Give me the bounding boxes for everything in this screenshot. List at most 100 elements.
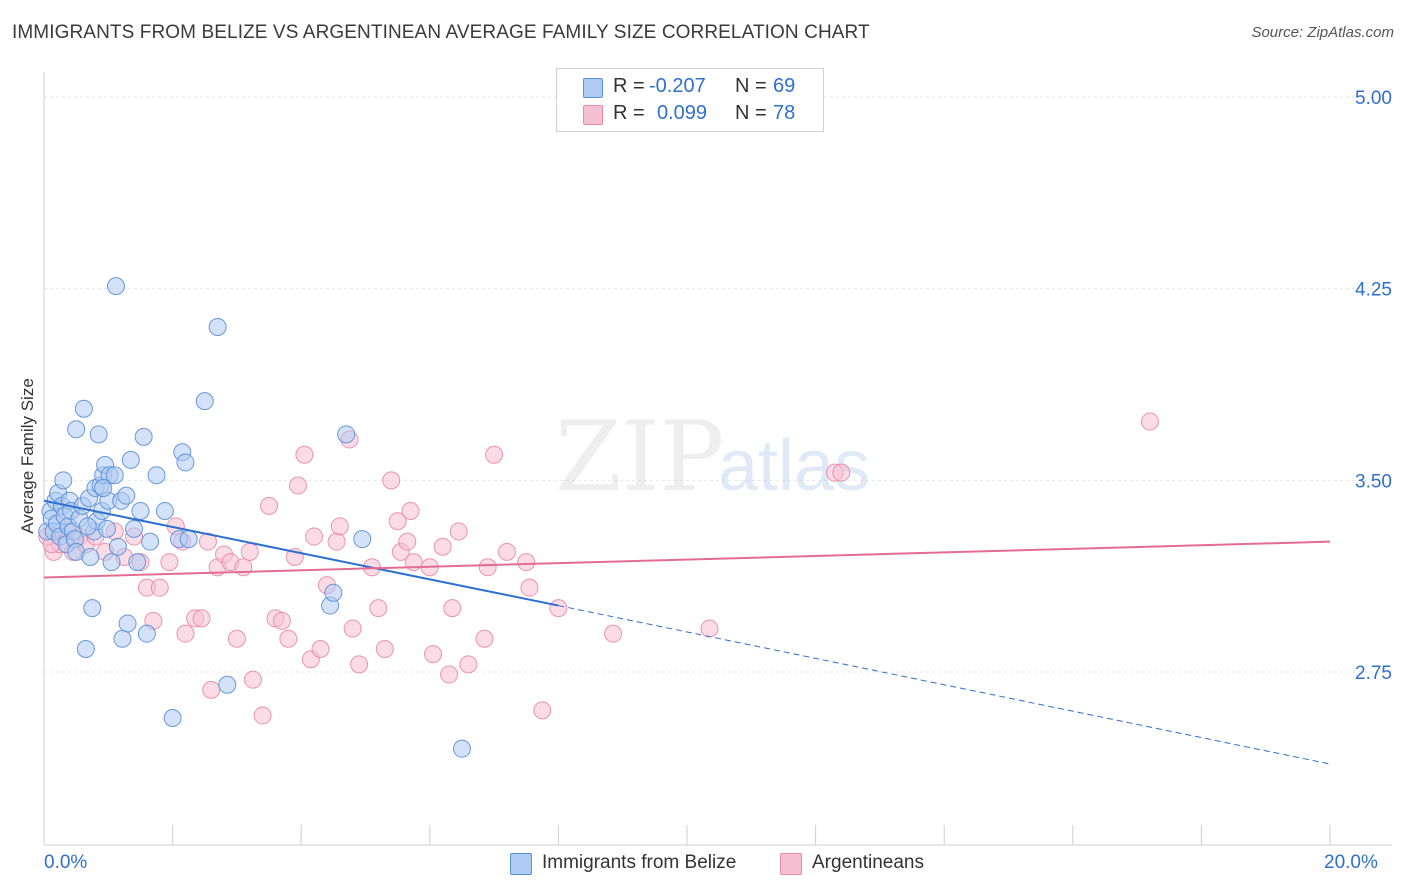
belize-point (353, 530, 372, 549)
argentineans-point (401, 502, 420, 520)
y-tick-label: 5.00 (1355, 88, 1392, 109)
argentineans-point (398, 532, 417, 551)
belize-point (67, 420, 86, 439)
belize-point (337, 425, 356, 444)
argentineans-point (1140, 412, 1159, 431)
argentineans-trend-line (43, 540, 1331, 579)
belize-point (108, 537, 127, 556)
belize-point (137, 624, 156, 643)
belize-point (208, 318, 227, 336)
axes (43, 72, 1392, 846)
r-label: R = (613, 102, 645, 124)
argentineans-point (604, 624, 623, 643)
belize-point (452, 739, 471, 758)
argentineans-point (350, 655, 369, 674)
argentineans-point (279, 629, 298, 648)
belize-point (176, 453, 195, 472)
argentineans-point (243, 670, 262, 689)
argentineans-point (382, 471, 401, 490)
belize-point (131, 502, 150, 520)
r-label: R = (613, 75, 645, 97)
belize-point (195, 392, 214, 411)
argentineans-point (520, 578, 539, 597)
argentineans-point (832, 463, 851, 482)
belize-swatch (583, 78, 603, 98)
belize-point (94, 479, 113, 497)
belize-point (76, 640, 95, 658)
argentineans-point (459, 655, 478, 674)
chart-title: IMMIGRANTS FROM BELIZE VS ARGENTINEAN AV… (12, 22, 870, 43)
argentineans-point (433, 537, 452, 556)
belize-point (98, 519, 117, 538)
watermark-zip: ZIP (555, 401, 724, 513)
argentineans-point (192, 609, 211, 628)
y-tick-label: 4.25 (1355, 280, 1392, 301)
argentineans-point (449, 522, 468, 541)
belize-point (155, 502, 174, 520)
stats-box: R = -0.207 N = 69 R = 0.099 N = 78 (556, 68, 824, 132)
argentineans-point (160, 553, 179, 572)
argentineans-point (330, 517, 349, 536)
belize-point (128, 553, 147, 572)
argentineans-point (150, 578, 169, 597)
argentineans-point (440, 665, 459, 684)
stats-row-belize: R = -0.207 N = 69 (557, 75, 823, 99)
argentineans-point (443, 599, 462, 618)
belize-points (38, 277, 471, 758)
argentineans-point (288, 476, 307, 495)
argentineans-point (272, 611, 291, 630)
argentineans-point (305, 527, 324, 546)
argentineans-point (176, 624, 195, 643)
y-tick-labels: 2.75 3.50 4.25 5.00 (1355, 88, 1392, 684)
belize-point (105, 466, 124, 485)
belize-point (74, 399, 93, 418)
belize-point (141, 532, 160, 551)
argentineans-swatch (583, 105, 603, 125)
legend-swatch-argentineans (780, 853, 802, 875)
source-credit: Source: ZipAtlas.com (1251, 24, 1394, 41)
belize-trend-line (43, 499, 559, 607)
belize-point (113, 629, 132, 648)
belize-point (89, 425, 108, 444)
x-tick-label-min: 0.0% (44, 852, 88, 873)
n-value: 69 (773, 75, 796, 97)
belize-point (163, 709, 182, 727)
x-tick-label-max: 20.0% (1324, 852, 1378, 873)
legend-label-belize: Immigrants from Belize (542, 852, 737, 873)
belize-point (102, 553, 121, 572)
n-label: N = (735, 75, 767, 97)
belize-point (54, 471, 73, 490)
belize-point (81, 548, 100, 566)
argentineans-point (485, 445, 504, 464)
stats-row-argentineans: R = 0.099 N = 78 (557, 102, 823, 126)
n-label: N = (735, 102, 767, 124)
argentineans-point (549, 599, 568, 618)
belize-point (324, 583, 343, 602)
argentineans-point (497, 542, 516, 561)
belize-point (147, 466, 166, 485)
belize-point (118, 614, 137, 633)
belize-trend-extension (558, 605, 1331, 765)
belize-point (83, 599, 102, 618)
argentineans-point (253, 706, 272, 725)
argentineans-point (375, 640, 394, 658)
n-value: 78 (773, 102, 796, 124)
argentineans-point (478, 558, 497, 577)
belize-point (121, 450, 140, 469)
r-value: 0.099 (657, 102, 708, 124)
argentineans-point (475, 629, 494, 648)
belize-point (117, 486, 136, 505)
belize-point (107, 277, 126, 296)
belize-point (125, 519, 144, 538)
belize-point (179, 530, 198, 549)
argentineans-point (343, 619, 362, 638)
legend-swatch-belize (510, 853, 532, 875)
argentineans-points (38, 412, 1159, 725)
argentineans-point (240, 542, 259, 561)
r-value: -0.207 (649, 75, 706, 97)
belize-point (218, 675, 237, 694)
grid-lines (44, 96, 1392, 673)
argentineans-point (327, 532, 346, 551)
argentineans-point (295, 445, 314, 464)
